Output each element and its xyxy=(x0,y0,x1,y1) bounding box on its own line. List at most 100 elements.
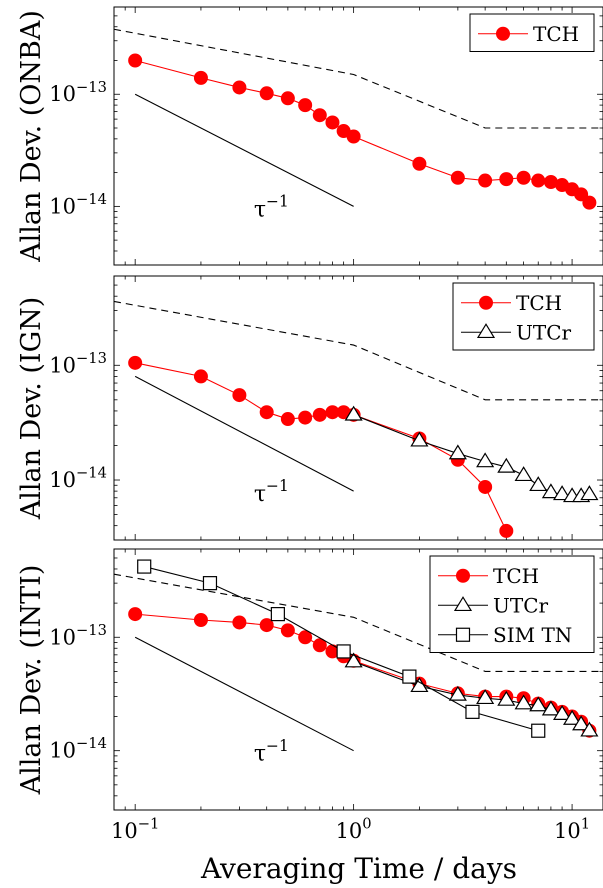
data-point xyxy=(346,129,361,144)
data-point xyxy=(202,576,218,591)
y-tick-label: 10−13 xyxy=(49,350,107,377)
data-point xyxy=(410,431,429,447)
x-tick-label: 101 xyxy=(554,816,590,843)
data-point xyxy=(232,388,247,403)
axis-ticks xyxy=(113,7,603,266)
x-axis-label: Averaging Time / days xyxy=(200,852,517,885)
data-point xyxy=(344,405,363,421)
data-point xyxy=(298,410,313,425)
legend-marker xyxy=(455,627,471,642)
dashed-bound-line xyxy=(113,573,603,672)
series-tch xyxy=(128,355,514,538)
data-point xyxy=(529,476,548,492)
slope-reference-line xyxy=(134,636,354,752)
data-point xyxy=(531,723,546,738)
legend-label: TCH xyxy=(516,291,562,315)
legend-label: TCH xyxy=(533,22,579,46)
series-tch xyxy=(128,53,597,210)
data-point xyxy=(412,156,427,171)
series-group xyxy=(128,355,599,538)
series-line xyxy=(135,362,507,532)
data-point xyxy=(514,466,533,482)
data-point xyxy=(232,80,247,95)
y-axis-label: Allan Dev. (INTI) xyxy=(16,565,47,796)
legend: TCH xyxy=(469,13,595,52)
legend-marker xyxy=(479,295,493,310)
legend-marker xyxy=(496,26,510,41)
legend-label: TCH xyxy=(493,564,539,588)
plot-frame xyxy=(113,275,603,541)
y-tick-label: 10−14 xyxy=(49,465,107,492)
data-point xyxy=(298,630,313,645)
data-point xyxy=(280,91,295,106)
data-point xyxy=(402,669,417,684)
y-axis-label: Allan Dev. (IGN) xyxy=(16,297,47,521)
data-point xyxy=(298,98,313,113)
axis-ticks xyxy=(113,276,603,541)
series-group xyxy=(128,559,599,738)
series-group xyxy=(128,53,597,210)
data-point xyxy=(128,355,143,370)
data-point xyxy=(514,694,533,710)
data-point xyxy=(499,523,514,538)
data-point xyxy=(280,623,295,638)
y-tick-label: 10−13 xyxy=(49,79,107,106)
data-point xyxy=(582,195,597,210)
data-point xyxy=(478,173,493,188)
dashed-bound-line xyxy=(113,300,603,401)
data-point xyxy=(553,704,572,720)
y-tick-label: 10−14 xyxy=(49,191,107,218)
legend-box xyxy=(469,13,595,52)
slope-reference-line xyxy=(134,375,354,492)
legend-marker xyxy=(453,596,473,612)
plot-frame xyxy=(113,548,603,811)
slope-label: τ−1 xyxy=(254,192,289,222)
data-point xyxy=(531,173,546,188)
x-tick-label: 100 xyxy=(336,816,372,843)
data-point xyxy=(193,369,208,384)
data-point xyxy=(465,704,480,719)
data-point xyxy=(497,457,516,473)
data-point xyxy=(476,452,495,468)
data-point xyxy=(563,709,582,725)
series-utcr xyxy=(344,405,599,503)
data-point xyxy=(450,170,465,185)
data-point xyxy=(193,612,208,627)
legend-marker xyxy=(456,568,470,583)
series-line xyxy=(353,661,590,732)
data-point xyxy=(497,690,516,706)
data-point xyxy=(541,483,560,499)
data-point xyxy=(572,715,591,731)
data-point xyxy=(516,170,531,185)
series-utcr xyxy=(344,652,599,737)
data-point xyxy=(448,444,467,460)
data-point xyxy=(312,108,327,123)
plot-frame xyxy=(113,6,603,266)
data-point xyxy=(541,700,560,716)
legend-label: UTCr xyxy=(516,320,571,344)
data-point xyxy=(476,689,495,705)
slope-label: τ−1 xyxy=(254,477,289,507)
data-point xyxy=(232,615,247,630)
y-tick-label: 10−14 xyxy=(49,735,107,762)
legend: TCH UTCr SIM TN xyxy=(429,555,595,653)
data-point xyxy=(580,485,599,501)
data-point xyxy=(259,618,274,633)
legend-box xyxy=(452,282,595,351)
data-point xyxy=(344,652,363,668)
data-point xyxy=(553,485,572,501)
data-point xyxy=(259,405,274,420)
legend-marker xyxy=(476,323,496,339)
data-point xyxy=(280,412,295,427)
series-sim-tn xyxy=(137,559,546,738)
slope-label: τ−1 xyxy=(254,737,289,767)
data-point xyxy=(580,721,599,737)
x-tick-label: 10−1 xyxy=(111,816,159,843)
data-point xyxy=(128,53,143,68)
data-point xyxy=(478,479,493,494)
data-point xyxy=(499,172,514,187)
data-point xyxy=(448,685,467,701)
